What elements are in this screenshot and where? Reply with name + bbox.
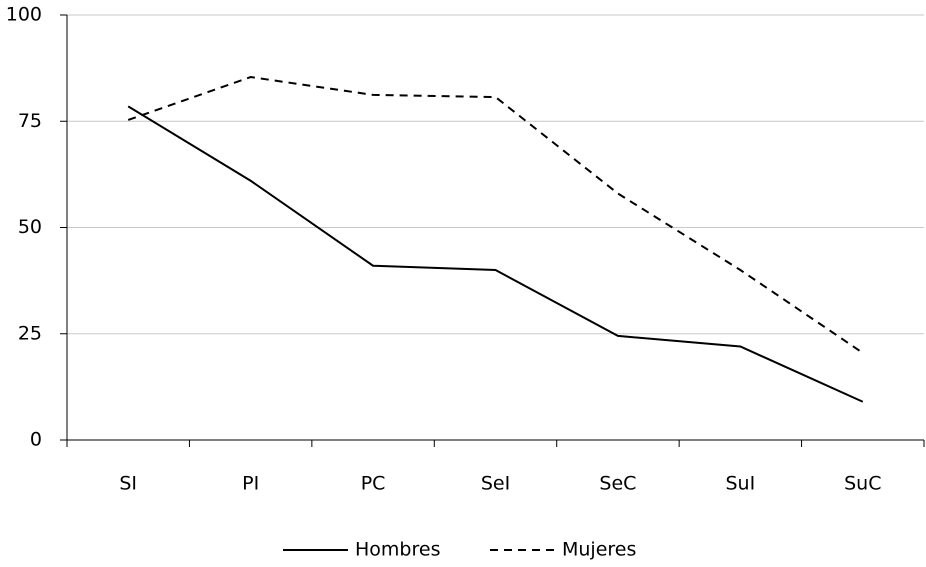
x-tick-label: SuI (725, 473, 755, 495)
x-tick-label: SuC (844, 473, 881, 495)
series-line (127, 105, 864, 403)
y-tick-label: 50 (18, 216, 42, 238)
series-line (127, 76, 864, 354)
y-tick-label: 100 (6, 4, 42, 26)
x-tick-label: SI (119, 473, 137, 495)
y-tick-label: 75 (18, 110, 42, 132)
legend-label: Hombres (355, 539, 440, 561)
x-tick-label: PI (242, 473, 259, 495)
x-tick-label: SeC (599, 473, 636, 495)
y-tick-label: 25 (18, 322, 42, 344)
x-tick-label: SeI (481, 473, 510, 495)
y-tick-label: 0 (30, 429, 42, 451)
legend-label: Mujeres (562, 539, 636, 561)
x-tick-label: PC (361, 473, 386, 495)
